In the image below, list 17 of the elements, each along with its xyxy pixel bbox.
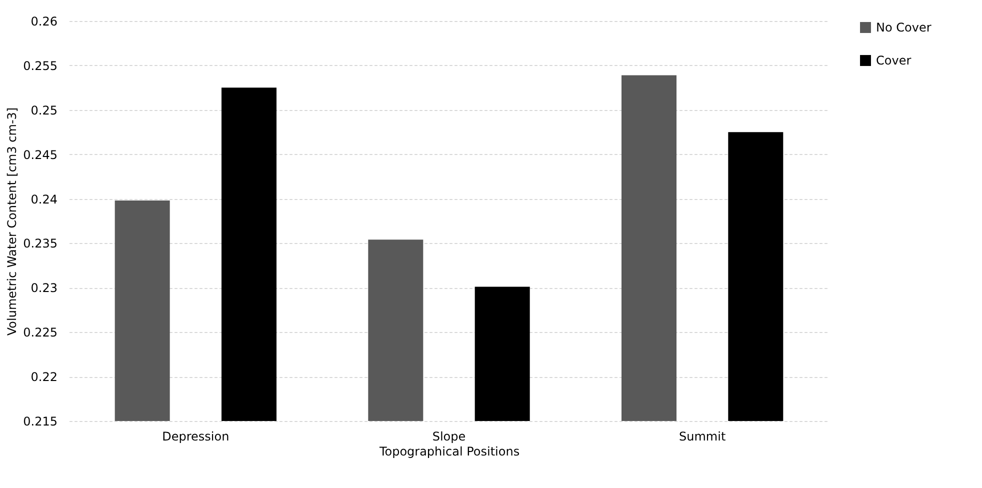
x-tick-label: Slope [432,430,466,444]
legend-label: Cover [876,54,912,68]
y-tick-label: 0.235 [23,236,58,251]
y-tick-label: 0.215 [23,414,58,428]
y-tick-label: 0.225 [23,326,58,340]
x-axis-title: Topographical Positions [378,444,520,458]
legend-label: No Cover [876,20,932,34]
y-axis-title: Volumetric Water Content [cm3 cm-3] [5,107,20,336]
y-tick-label: 0.25 [30,103,58,118]
y-tick-label: 0.255 [23,58,58,73]
x-tick-label: Summit [679,430,726,444]
y-tick-label: 0.245 [23,148,58,162]
y-tick-label: 0.22 [30,370,58,384]
y-tick-label: 0.26 [30,14,58,28]
x-tick-label: Depression [162,430,230,444]
y-tick-label: 0.23 [30,281,58,296]
y-tick-label: 0.24 [30,192,58,206]
